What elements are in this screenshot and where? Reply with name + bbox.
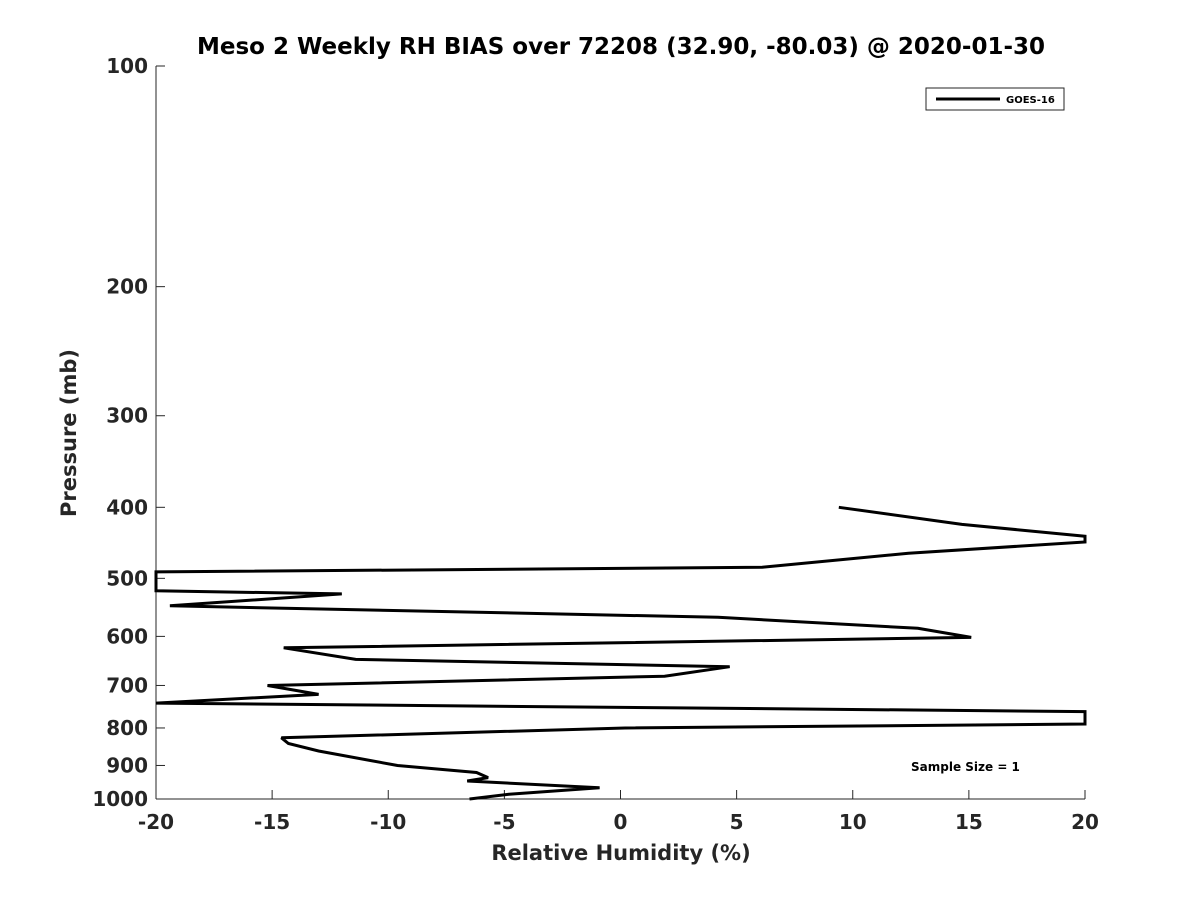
y-axis-ticks: 100 200 300 400 500 600 700 800 900 1000 [92, 54, 165, 811]
y-tick-label: 700 [106, 673, 148, 697]
legend: GOES-16 [925, 87, 1065, 111]
x-tick-label: 15 [955, 810, 983, 834]
y-tick-label: 800 [106, 716, 148, 740]
y-tick-label: 100 [106, 54, 148, 78]
y-tick-label: 400 [106, 495, 148, 519]
x-tick-label: 10 [839, 810, 867, 834]
series-layer [154, 505, 1087, 801]
x-axis-ticks: -20 -15 -10 -5 0 5 10 15 20 [138, 790, 1099, 834]
x-tick-label: -15 [254, 810, 290, 834]
y-tick-label: 500 [106, 566, 148, 590]
x-tick-label: -10 [370, 810, 406, 834]
x-tick-label: 0 [614, 810, 628, 834]
chart-title: Meso 2 Weekly RH BIAS over 72208 (32.90,… [197, 34, 1045, 60]
y-tick-label: 300 [106, 404, 148, 428]
x-tick-label: 20 [1071, 810, 1099, 834]
y-tick-label: 600 [106, 624, 148, 648]
x-axis-label: Relative Humidity (%) [491, 841, 750, 865]
y-tick-label: 200 [106, 275, 148, 299]
y-tick-label: 900 [106, 753, 148, 777]
y-tick-label: 1000 [92, 787, 148, 811]
x-tick-label: 5 [730, 810, 744, 834]
sample-size-annotation: Sample Size = 1 [911, 760, 1020, 774]
legend-label: GOES-16 [1006, 95, 1055, 106]
series-line-goes-16 [154, 505, 1087, 801]
x-tick-label: -20 [138, 810, 174, 834]
x-tick-label: -5 [493, 810, 515, 834]
y-axis-label: Pressure (mb) [57, 349, 81, 517]
